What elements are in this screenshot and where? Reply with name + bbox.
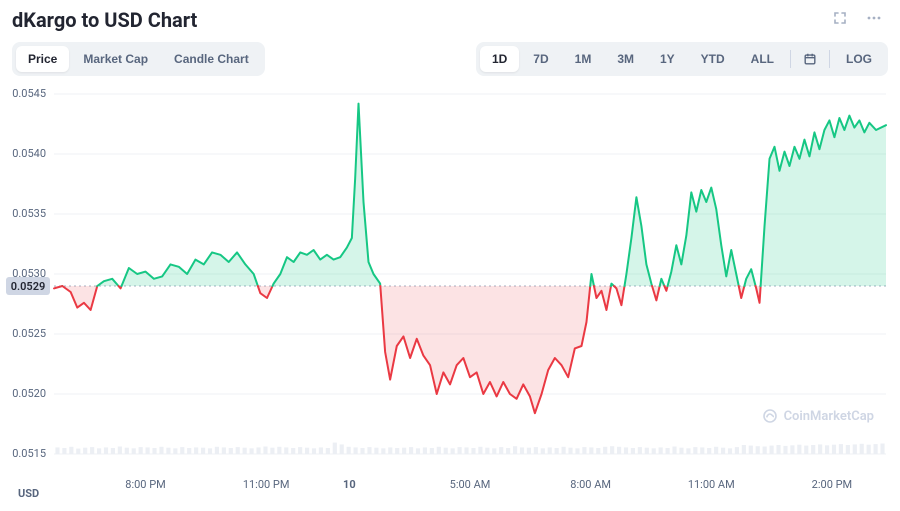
svg-text:0.0529: 0.0529 xyxy=(11,280,46,293)
calendar-icon[interactable] xyxy=(795,46,825,72)
timeframe-1m[interactable]: 1M xyxy=(563,46,604,72)
timeframe-7d[interactable]: 7D xyxy=(521,46,560,72)
svg-text:5:00 AM: 5:00 AM xyxy=(450,478,491,491)
timeframe-1d[interactable]: 1D xyxy=(480,46,519,72)
unit-label: USD xyxy=(18,487,39,500)
svg-text:11:00 PM: 11:00 PM xyxy=(243,478,290,491)
svg-text:11:00 AM: 11:00 AM xyxy=(688,478,735,491)
svg-text:0.0520: 0.0520 xyxy=(12,387,46,400)
page-title: dKargo to USD Chart xyxy=(12,8,197,32)
timeframe-1y[interactable]: 1Y xyxy=(648,46,687,72)
charttype-candle-chart[interactable]: Candle Chart xyxy=(162,46,261,72)
timeframe-ytd[interactable]: YTD xyxy=(689,46,737,72)
svg-text:2:00 PM: 2:00 PM xyxy=(812,478,852,491)
svg-text:0.0515: 0.0515 xyxy=(12,447,46,460)
charttype-price[interactable]: Price xyxy=(16,46,69,72)
timeframe-3m[interactable]: 3M xyxy=(605,46,646,72)
timeframe-switch: 1D7D1M3M1YYTDALL LOG xyxy=(476,42,888,76)
timeframe-all[interactable]: ALL xyxy=(739,46,786,72)
svg-text:10: 10 xyxy=(343,478,356,491)
svg-text:8:00 AM: 8:00 AM xyxy=(570,478,611,491)
scale-log[interactable]: LOG xyxy=(834,46,884,72)
charttype-market-cap[interactable]: Market Cap xyxy=(71,46,160,72)
svg-text:0.0545: 0.0545 xyxy=(12,87,46,100)
svg-text:8:00 PM: 8:00 PM xyxy=(125,478,165,491)
svg-text:0.0525: 0.0525 xyxy=(12,327,46,340)
chart-type-switch: PriceMarket CapCandle Chart xyxy=(12,42,265,76)
more-icon[interactable] xyxy=(866,10,882,30)
price-chart[interactable]: 0.05450.05400.05350.05300.05250.05200.05… xyxy=(4,82,896,502)
fullscreen-icon[interactable] xyxy=(832,10,848,30)
svg-text:0.0535: 0.0535 xyxy=(12,207,46,220)
svg-text:0.0540: 0.0540 xyxy=(12,147,46,160)
